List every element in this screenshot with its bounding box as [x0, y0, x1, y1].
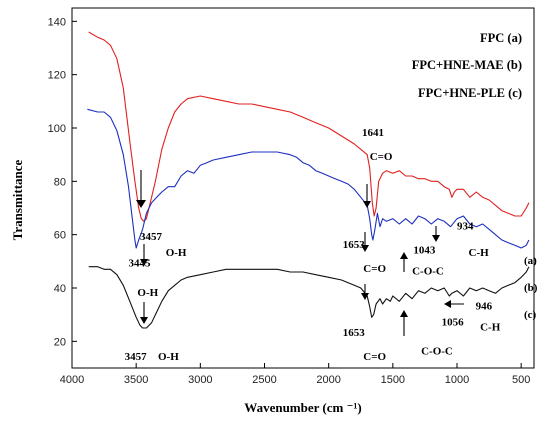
x-axis-title: Wavenumber (cm ⁻¹) [244, 400, 361, 415]
peak-annotation: O-H [166, 247, 187, 259]
peak-annotation: C=O [363, 351, 386, 363]
peak-annotation: C-O-C [421, 346, 453, 358]
arrow-co-a [363, 184, 371, 208]
peak-annotation: C-H [480, 322, 501, 334]
series-tag-c: (c) [524, 309, 537, 321]
peak-annotation: 3457 [140, 231, 163, 243]
peak-annotation: 934 [457, 220, 474, 232]
series-line-b [87, 108, 530, 249]
annotation-arrows [136, 170, 464, 336]
peak-annotation: 1043 [413, 244, 436, 256]
x-tick-label: 4000 [60, 374, 84, 386]
peak-annotation: 1056 [442, 316, 465, 328]
x-tick-label: 1500 [381, 374, 405, 386]
peak-annotation: 1641 [362, 127, 384, 139]
peak-annotation: C=O [370, 151, 393, 163]
peak-annotation: 3457 [125, 351, 148, 363]
legend: FPC (a) FPC+HNE-MAE (b) FPC+HNE-PLE (c) [412, 31, 522, 100]
arrow-ch-a [432, 226, 440, 242]
series-tag-b: (b) [524, 282, 538, 294]
y-tick-label: 80 [54, 176, 66, 188]
arrow-co-c [361, 284, 369, 300]
series-line-a [88, 31, 530, 222]
legend-entry-a: FPC (a) [480, 31, 522, 45]
peak-annotation: O-H [158, 351, 179, 363]
peak-annotation: C-O-C [412, 266, 444, 278]
y-tick-label: 140 [48, 16, 66, 28]
series-tag-a: (a) [524, 255, 537, 267]
x-tick-label: 500 [512, 374, 530, 386]
x-tick-label: 2000 [316, 374, 340, 386]
y-tick-label: 60 [54, 230, 66, 242]
arrow-oh-a [136, 170, 146, 208]
series-layer [87, 31, 530, 329]
x-tick-label: 2500 [252, 374, 276, 386]
peak-annotation: 946 [476, 300, 493, 312]
y-tick-label: 120 [48, 70, 66, 82]
peak-annotation: 1653 [343, 239, 366, 251]
arrow-ch-c [444, 300, 464, 308]
x-tick-label: 3000 [188, 374, 212, 386]
legend-entry-c: FPC+HNE-PLE (c) [418, 86, 522, 100]
y-tick-label: 100 [48, 123, 66, 135]
peak-annotation: C=O [363, 263, 386, 275]
arrow-oh-c [140, 302, 148, 324]
series-tags: (a) (b) (c) [524, 255, 538, 321]
y-tick-label: 20 [54, 336, 66, 348]
arrow-coc-b [400, 252, 408, 272]
x-axis: 4000 3500 3000 2500 2000 1500 1000 500 [60, 363, 530, 386]
y-axis-title: Transmittance [10, 159, 25, 240]
arrow-co-b [361, 232, 369, 252]
arrow-oh-b [140, 244, 148, 266]
y-axis: 20 40 60 80 100 120 140 [48, 16, 77, 348]
peak-annotation: O-H [137, 287, 158, 299]
legend-entry-b: FPC+HNE-MAE (b) [412, 58, 522, 72]
x-tick-label: 1000 [445, 374, 469, 386]
y-tick-label: 40 [54, 283, 66, 295]
x-tick-label: 3500 [124, 374, 148, 386]
plot-frame [71, 7, 535, 369]
peak-annotation: C-H [469, 247, 490, 259]
arrow-coc-c [400, 310, 408, 336]
peak-annotation: 1653 [343, 327, 366, 339]
